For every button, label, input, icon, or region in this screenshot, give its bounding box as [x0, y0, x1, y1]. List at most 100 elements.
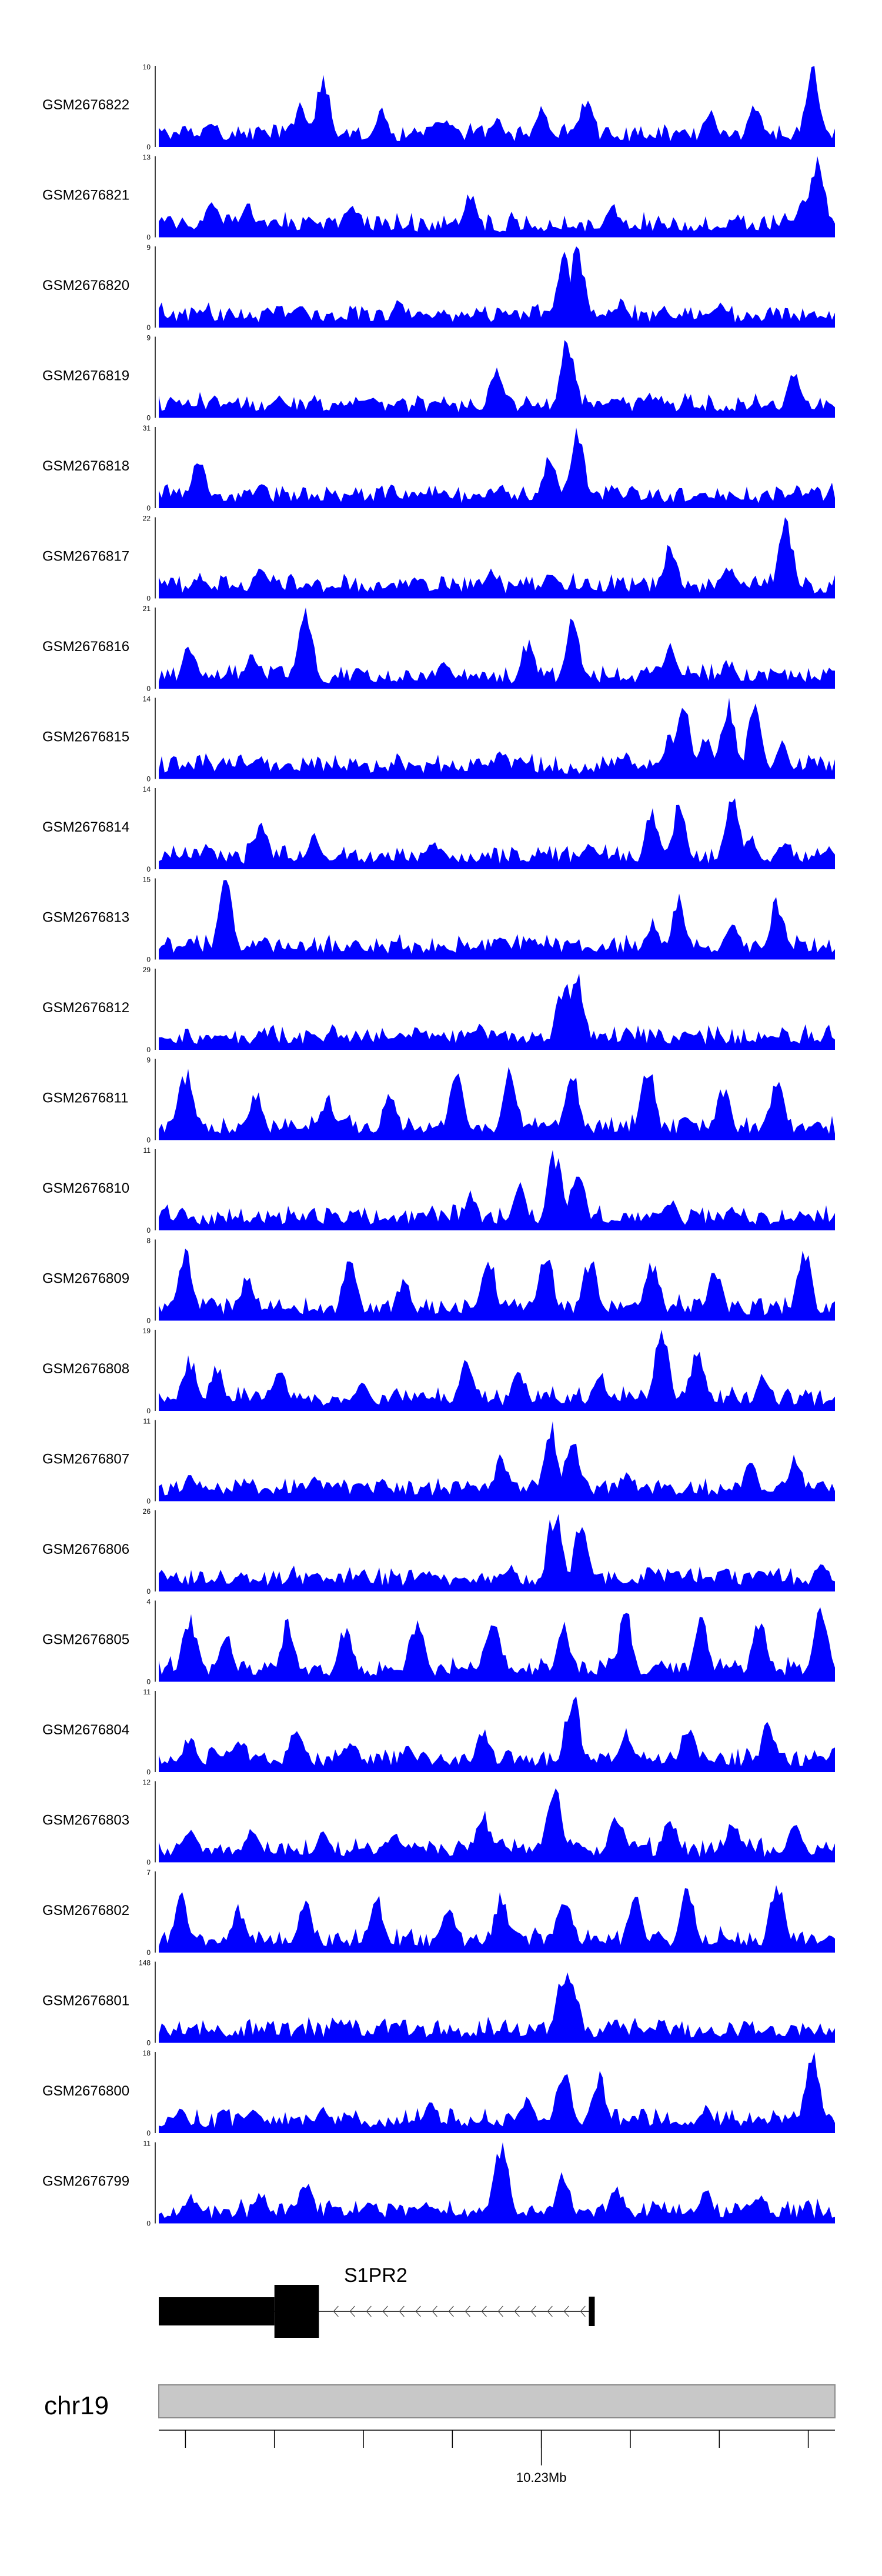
- track-label: GSM2676806: [42, 1541, 129, 1557]
- strand-arrow: [563, 2305, 569, 2317]
- track-GSM2676818: GSM2676818 31 0: [42, 424, 835, 512]
- strand-arrow: [580, 2305, 586, 2317]
- track-GSM2676817: GSM2676817 22 0: [42, 515, 835, 603]
- track-area: [159, 1067, 835, 1140]
- strand-arrow: [481, 2305, 487, 2317]
- track-ymin-label: 0: [146, 1678, 151, 1686]
- track-area: [159, 1421, 835, 1501]
- track-ymax-label: 26: [143, 1507, 151, 1516]
- track-label: GSM2676817: [42, 549, 129, 565]
- chromosome-band: [158, 2384, 836, 2418]
- track-ymax-label: 12: [143, 1778, 151, 1787]
- track-GSM2676802: GSM2676802 7 0: [42, 1868, 835, 1957]
- track-GSM2676822: GSM2676822 10 0: [42, 63, 835, 151]
- strand-arrow: [497, 2305, 503, 2317]
- track-label: GSM2676802: [42, 1903, 129, 1918]
- track-GSM2676801: GSM2676801 148 0: [42, 1959, 835, 2047]
- track-ymin-label: 0: [146, 1226, 151, 1234]
- track-label: GSM2676813: [42, 910, 129, 926]
- track-ymax-label: 21: [143, 605, 151, 613]
- chromosome-ideogram: chr19 10.23Mb: [44, 2384, 836, 2485]
- track-area: [159, 798, 835, 869]
- track-GSM2676807: GSM2676807 11 0: [42, 1417, 835, 1506]
- track-area: [159, 517, 835, 599]
- track-area: [159, 698, 835, 779]
- track-area: [159, 608, 835, 689]
- track-ymin-label: 0: [146, 1858, 151, 1867]
- track-GSM2676819: GSM2676819 9 0: [42, 334, 835, 422]
- track-area: [159, 1330, 835, 1411]
- track-ymax-label: 11: [143, 1688, 151, 1696]
- track-label: GSM2676799: [42, 2174, 129, 2190]
- track-ymax-label: 4: [146, 1598, 151, 1606]
- track-area: [159, 156, 835, 238]
- track-ymin-label: 0: [146, 1407, 151, 1415]
- track-GSM2676810: GSM2676810 11 0: [42, 1146, 835, 1234]
- track-ymax-label: 29: [143, 966, 151, 974]
- track-ymax-label: 11: [143, 1417, 151, 1426]
- track-ymin-label: 0: [146, 1948, 151, 1957]
- track-area: [159, 1972, 835, 2043]
- track-ymin-label: 0: [146, 1317, 151, 1325]
- strand-arrow: [366, 2305, 372, 2317]
- gene-cds-block: [274, 2285, 319, 2338]
- track-GSM2676821: GSM2676821 13 0: [42, 154, 835, 242]
- strand-arrow: [333, 2305, 339, 2317]
- track-label: GSM2676811: [42, 1090, 128, 1106]
- track-label: GSM2676822: [42, 97, 129, 113]
- track-ymin-label: 0: [146, 1046, 151, 1054]
- track-ymin-label: 0: [146, 2220, 151, 2228]
- track-ymax-label: 11: [143, 1146, 151, 1154]
- track-GSM2676820: GSM2676820 9 0: [42, 243, 835, 332]
- track-label: GSM2676809: [42, 1271, 129, 1287]
- track-GSM2676809: GSM2676809 8 0: [42, 1237, 835, 1325]
- track-ymin-label: 0: [146, 504, 151, 512]
- track-area: [159, 1885, 835, 1953]
- track-ymax-label: 9: [146, 334, 151, 342]
- track-label: GSM2676814: [42, 819, 129, 835]
- track-area: [159, 246, 835, 328]
- strand-arrow: [415, 2305, 421, 2317]
- track-GSM2676812: GSM2676812 29 0: [42, 966, 835, 1054]
- track-label: GSM2676804: [42, 1722, 129, 1738]
- gene-track: S1PR2: [159, 2264, 595, 2338]
- track-ymax-label: 18: [143, 2049, 151, 2057]
- track-area: [159, 1788, 835, 1863]
- track-area: [159, 1150, 835, 1230]
- track-area: [159, 973, 835, 1050]
- track-ymin-label: 0: [146, 2129, 151, 2137]
- track-ymin-label: 0: [146, 595, 151, 603]
- gene-exon-block: [589, 2297, 595, 2326]
- track-ymax-label: 31: [143, 424, 151, 432]
- track-area: [159, 1607, 835, 1682]
- track-ymax-label: 148: [139, 1959, 151, 1967]
- track-GSM2676806: GSM2676806 26 0: [42, 1507, 835, 1596]
- track-label: GSM2676816: [42, 639, 129, 655]
- track-area: [159, 66, 835, 147]
- track-GSM2676808: GSM2676808 19 0: [42, 1327, 835, 1415]
- track-label: GSM2676803: [42, 1813, 129, 1828]
- track-ymin-label: 0: [146, 1587, 151, 1596]
- genomic-axis: 10.23Mb: [159, 2430, 835, 2485]
- strand-arrow: [465, 2305, 470, 2317]
- track-label: GSM2676800: [42, 2083, 129, 2099]
- track-ymax-label: 10: [143, 63, 151, 71]
- strand-arrow: [349, 2305, 355, 2317]
- track-ymax-label: 7: [146, 1868, 151, 1877]
- track-ymax-label: 11: [143, 2140, 151, 2148]
- gene-utr-block: [159, 2297, 275, 2325]
- track-GSM2676811: GSM2676811 9 0: [42, 1056, 835, 1144]
- strand-arrow: [530, 2305, 536, 2317]
- track-ymax-label: 19: [143, 1327, 151, 1335]
- track-ymin-label: 0: [146, 685, 151, 693]
- track-ymin-label: 0: [146, 323, 151, 332]
- track-label: GSM2676805: [42, 1632, 129, 1648]
- strand-arrow: [432, 2305, 437, 2317]
- strand-arrow: [514, 2305, 520, 2317]
- track-area: [159, 1696, 835, 1772]
- track-area: [159, 340, 835, 418]
- coverage-tracks: GSM2676822100GSM2676821130GSM267682090GS…: [42, 63, 835, 2228]
- gene-model-S1PR2: [159, 2285, 595, 2338]
- track-ymax-label: 9: [146, 243, 151, 252]
- strand-arrow: [547, 2305, 553, 2317]
